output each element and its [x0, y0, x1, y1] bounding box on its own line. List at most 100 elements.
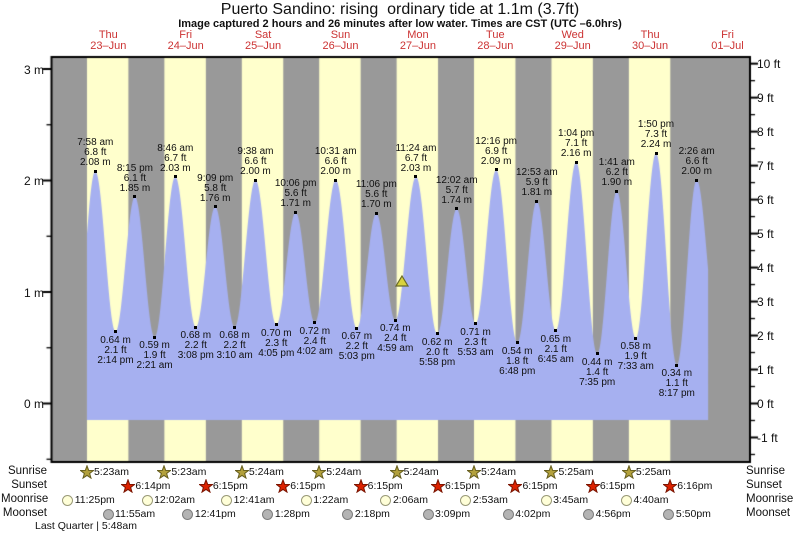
sunset-time: 6:15pm [367, 480, 403, 492]
low-tide-label: 0.68 m 2.2 ft 3:08 pm [178, 331, 214, 361]
day-header-line: Tue [486, 29, 505, 41]
tide-label-line: 2.00 m [240, 166, 271, 177]
tide-extreme-dot [374, 211, 378, 215]
moonset-time: 3:09pm [435, 508, 471, 520]
tide-label-line: 0.67 m [341, 331, 373, 343]
tide-label-line: 2.03 m [400, 162, 432, 174]
moonset-icon [663, 508, 675, 520]
tide-label-line: 0.74 m [379, 323, 411, 335]
day-header-line: 30–Jun [632, 40, 669, 52]
y-axis-label-m: 2 m [23, 174, 44, 188]
tide-label-line: 4:59 am [377, 343, 414, 355]
moonrise-time: 3:45am [553, 494, 589, 506]
sunset-icon [662, 478, 679, 498]
sunset-icon [584, 478, 601, 498]
tide-label-line: 2.2 ft [184, 340, 207, 352]
tide-label-line: 5.8 ft [204, 182, 227, 194]
tide-label-line: 2.00 m [681, 166, 712, 177]
moonrise-time: 1:22am [313, 494, 349, 506]
tide-extreme-dot [355, 326, 359, 330]
almanac-label-moonset-left: Moonset [2, 507, 47, 519]
low-tide-label: 0.54 m 1.8 ft 6:48 pm [499, 346, 535, 377]
moonset-time: 1:28pm [274, 508, 310, 520]
tide-label-line: 2.4 ft [384, 333, 407, 345]
tide-label-line: 0.62 m [421, 336, 453, 348]
moonrise-icon [300, 494, 312, 506]
moonrise-icon [62, 494, 74, 506]
almanac-label-moonrise-left: Moonrise [1, 493, 49, 505]
sunrise-time: 5:24am [326, 466, 362, 478]
day-header-line: Fri [179, 29, 193, 41]
moonset-icon [422, 508, 434, 520]
sunrise-time: 5:24am [481, 466, 517, 478]
moonset-time: 5:50pm [675, 508, 711, 520]
tide-label-line: 6.1 ft [123, 172, 147, 184]
tide-label-line: 1:41 am [598, 157, 635, 169]
tide-extreme-dot [334, 178, 338, 182]
tide-extreme-dot [595, 352, 599, 356]
high-tide-label: 8:15 pm 6.1 ft 1.85 m [117, 163, 153, 194]
sunrise-icon [466, 464, 482, 484]
day-header-line: 27–Jun [399, 40, 436, 52]
tide-label-line: 2.03 m [159, 162, 191, 174]
tide-label-line: 2.0 ft [426, 346, 449, 358]
high-tide-label: 11:06 pm 5.6 ft 1.70 m [356, 180, 397, 210]
tide-label-line: 5.9 ft [525, 177, 548, 189]
tide-extreme-dot [494, 168, 498, 172]
tide-label-line: 6.6 ft [324, 156, 347, 167]
y-axis-label-ft: 6 ft [757, 193, 774, 208]
moonrise-time: 12:02am [154, 494, 195, 506]
moonset-icon [102, 508, 114, 520]
tide-label-line: 0.44 m [581, 356, 613, 368]
tide-label-line: 1.9 ft [143, 350, 166, 362]
tide-extreme-dot [274, 323, 278, 327]
tide-label-line: 2:14 pm [97, 354, 134, 366]
moonset-time: 4:02pm [515, 508, 551, 520]
day-header: Mon 27–Jun [400, 30, 436, 52]
tide-label-line: 7:35 pm [579, 376, 616, 388]
tide-label-line: 2.1 ft [544, 343, 567, 355]
tide-label-line: 5.6 ft [284, 188, 307, 200]
tide-label-line: 1.71 m [280, 198, 311, 210]
tide-label-line: 1.81 m [521, 187, 553, 199]
page-subtitle: Image captured 2 hours and 26 minutes af… [178, 18, 622, 30]
high-tide-label: 7:58 am 6.8 ft 2.08 m [77, 138, 113, 168]
sunrise-icon [543, 464, 560, 484]
low-tide-label: 0.64 m 2.1 ft 2:14 pm [97, 335, 134, 366]
almanac-label-sunset-left: Sunset [11, 479, 47, 491]
tide-label-line: 12:02 am [435, 174, 478, 186]
high-tide-label: 1:04 pm 7.1 ft 2.16 m [558, 129, 594, 159]
tide-label-line: 2.00 m [320, 166, 351, 177]
tide-label-line: 3:10 am [216, 350, 253, 362]
tide-extreme-dot [213, 205, 217, 209]
sunset-time: 6:15pm [290, 480, 326, 492]
low-tide-label: 0.74 m 2.4 ft 4:59 am [377, 324, 413, 354]
y-axis-label-m: 0 m [23, 397, 44, 411]
tide-label-line: 7:33 am [617, 361, 654, 373]
tide-extreme-dot [114, 330, 117, 334]
high-tide-label: 1:50 pm 7.3 ft 2.24 m [638, 120, 674, 150]
sunset-time: 6:14pm [135, 480, 171, 492]
day-header-line: 29–Jun [554, 40, 591, 52]
low-tide-label: 0.59 m 1.9 ft 2:21 am [137, 341, 173, 371]
high-tide-label: 12:02 am 5.7 ft 1.74 m [435, 174, 478, 206]
moonset-time: 11:55am [115, 508, 156, 520]
tide-label-line: 0.72 m [299, 325, 331, 337]
moonset-icon [583, 508, 595, 520]
tide-label-line: 6.7 ft [404, 152, 428, 164]
moonrise-icon [380, 494, 392, 506]
moonrise-time: 2:53am [472, 494, 508, 506]
tide-label-line: 1.9 ft [624, 351, 647, 363]
low-tide-label: 0.71 m 2.3 ft 5:53 am [457, 327, 493, 358]
tide-extreme-dot [294, 210, 298, 214]
tide-label-line: 1.8 ft [506, 355, 529, 367]
low-tide-label: 0.44 m 1.4 ft 7:35 pm [579, 356, 616, 388]
tide-extreme-dot [313, 321, 317, 325]
sunset-icon [352, 478, 369, 498]
tide-label-line: 2:26 am [678, 146, 715, 157]
y-axis-label-ft: 2 ft [757, 329, 774, 344]
day-header: Thu 23–Jun [90, 30, 126, 52]
sunrise-icon [620, 464, 637, 484]
tide-label-line: 0.68 m [180, 330, 212, 342]
